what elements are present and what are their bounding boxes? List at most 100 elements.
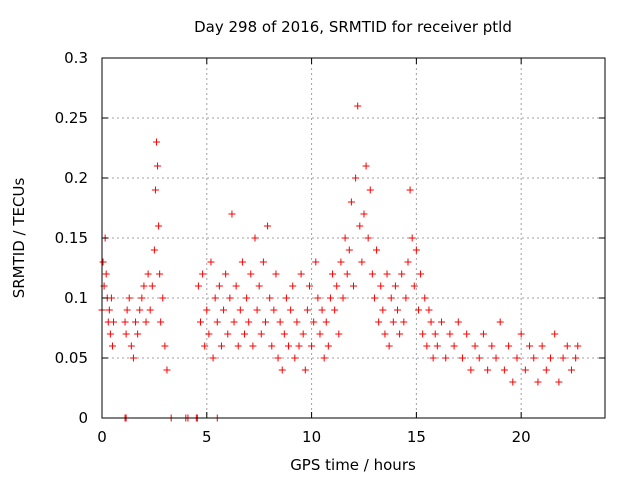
- data-point: [423, 342, 431, 350]
- data-point: [446, 330, 454, 338]
- data-point: [429, 354, 437, 362]
- data-point: [467, 366, 475, 374]
- data-point: [394, 306, 402, 314]
- data-point: [108, 342, 116, 350]
- data-point: [572, 354, 580, 362]
- data-point: [220, 306, 228, 314]
- data-point: [289, 282, 297, 290]
- data-point: [245, 318, 253, 326]
- data-point: [509, 378, 517, 386]
- data-point: [563, 342, 571, 350]
- data-point: [209, 354, 217, 362]
- data-point: [410, 282, 418, 290]
- x-axis-title: GPS time / hours: [290, 456, 416, 474]
- data-point: [99, 258, 107, 266]
- data-point: [156, 270, 164, 278]
- data-point: [368, 270, 376, 278]
- data-point: [343, 270, 351, 278]
- data-point: [431, 330, 439, 338]
- data-point: [291, 354, 299, 362]
- data-point: [335, 330, 343, 338]
- data-point: [150, 246, 158, 254]
- data-point: [391, 282, 399, 290]
- data-point: [542, 366, 550, 374]
- data-point: [157, 318, 165, 326]
- data-point: [350, 282, 357, 290]
- data-point: [152, 138, 160, 146]
- data-point: [312, 258, 320, 266]
- data-point: [360, 210, 368, 218]
- data-point: [213, 318, 221, 326]
- data-point: [106, 330, 114, 338]
- chart-title: Day 298 of 2016, SRMTID for receiver ptl…: [194, 18, 512, 36]
- data-point: [352, 174, 360, 182]
- data-point: [458, 354, 466, 362]
- data-point: [211, 294, 219, 302]
- data-point: [249, 342, 257, 350]
- data-point: [230, 318, 238, 326]
- data-point: [555, 378, 563, 386]
- data-point: [526, 342, 534, 350]
- data-point: [356, 222, 364, 230]
- data-point: [488, 342, 496, 350]
- data-point: [534, 378, 542, 386]
- data-point: [299, 330, 307, 338]
- data-point: [163, 366, 171, 374]
- data-point: [274, 354, 282, 362]
- data-point: [358, 258, 366, 266]
- data-point: [278, 366, 286, 374]
- data-point: [155, 222, 163, 230]
- data-point: [484, 366, 492, 374]
- x-tick-label: 15: [407, 428, 426, 446]
- data-point: [154, 162, 162, 170]
- data-point: [425, 306, 433, 314]
- data-point: [224, 330, 232, 338]
- data-point: [373, 246, 381, 254]
- y-tick-label: 0.25: [55, 109, 88, 127]
- data-point: [500, 366, 508, 374]
- data-point: [377, 282, 385, 290]
- data-point: [339, 294, 347, 302]
- data-point: [308, 342, 316, 350]
- x-tick-label: 5: [202, 428, 212, 446]
- data-point: [110, 318, 118, 326]
- data-point: [318, 306, 326, 314]
- data-point: [127, 342, 135, 350]
- data-point: [148, 282, 156, 290]
- data-point: [297, 270, 305, 278]
- data-point: [251, 234, 259, 242]
- data-point: [121, 318, 129, 326]
- data-point: [205, 330, 213, 338]
- data-point: [496, 318, 504, 326]
- y-tick-label: 0.2: [64, 169, 88, 187]
- data-point: [316, 330, 324, 338]
- data-points: [98, 102, 582, 422]
- data-point: [551, 330, 559, 338]
- data-point: [347, 198, 355, 206]
- data-point: [450, 342, 458, 350]
- data-point: [421, 294, 429, 302]
- data-point: [243, 294, 251, 302]
- data-point: [370, 294, 378, 302]
- data-point: [463, 330, 471, 338]
- data-point: [400, 318, 408, 326]
- data-point: [241, 330, 249, 338]
- data-point: [387, 294, 395, 302]
- data-point: [199, 270, 207, 278]
- y-tick-label: 0.3: [64, 49, 88, 67]
- data-point: [408, 234, 416, 242]
- data-point: [314, 294, 322, 302]
- data-point: [475, 354, 483, 362]
- data-point: [295, 342, 303, 350]
- data-point: [419, 330, 427, 338]
- y-tick-label: 0.05: [55, 349, 88, 367]
- data-point: [272, 270, 280, 278]
- data-point: [414, 306, 422, 314]
- data-point: [521, 366, 529, 374]
- data-point: [354, 102, 362, 110]
- data-point: [142, 318, 150, 326]
- y-tick-label: 0: [78, 409, 88, 427]
- data-point: [303, 306, 311, 314]
- data-point: [366, 186, 374, 194]
- data-point: [270, 306, 278, 314]
